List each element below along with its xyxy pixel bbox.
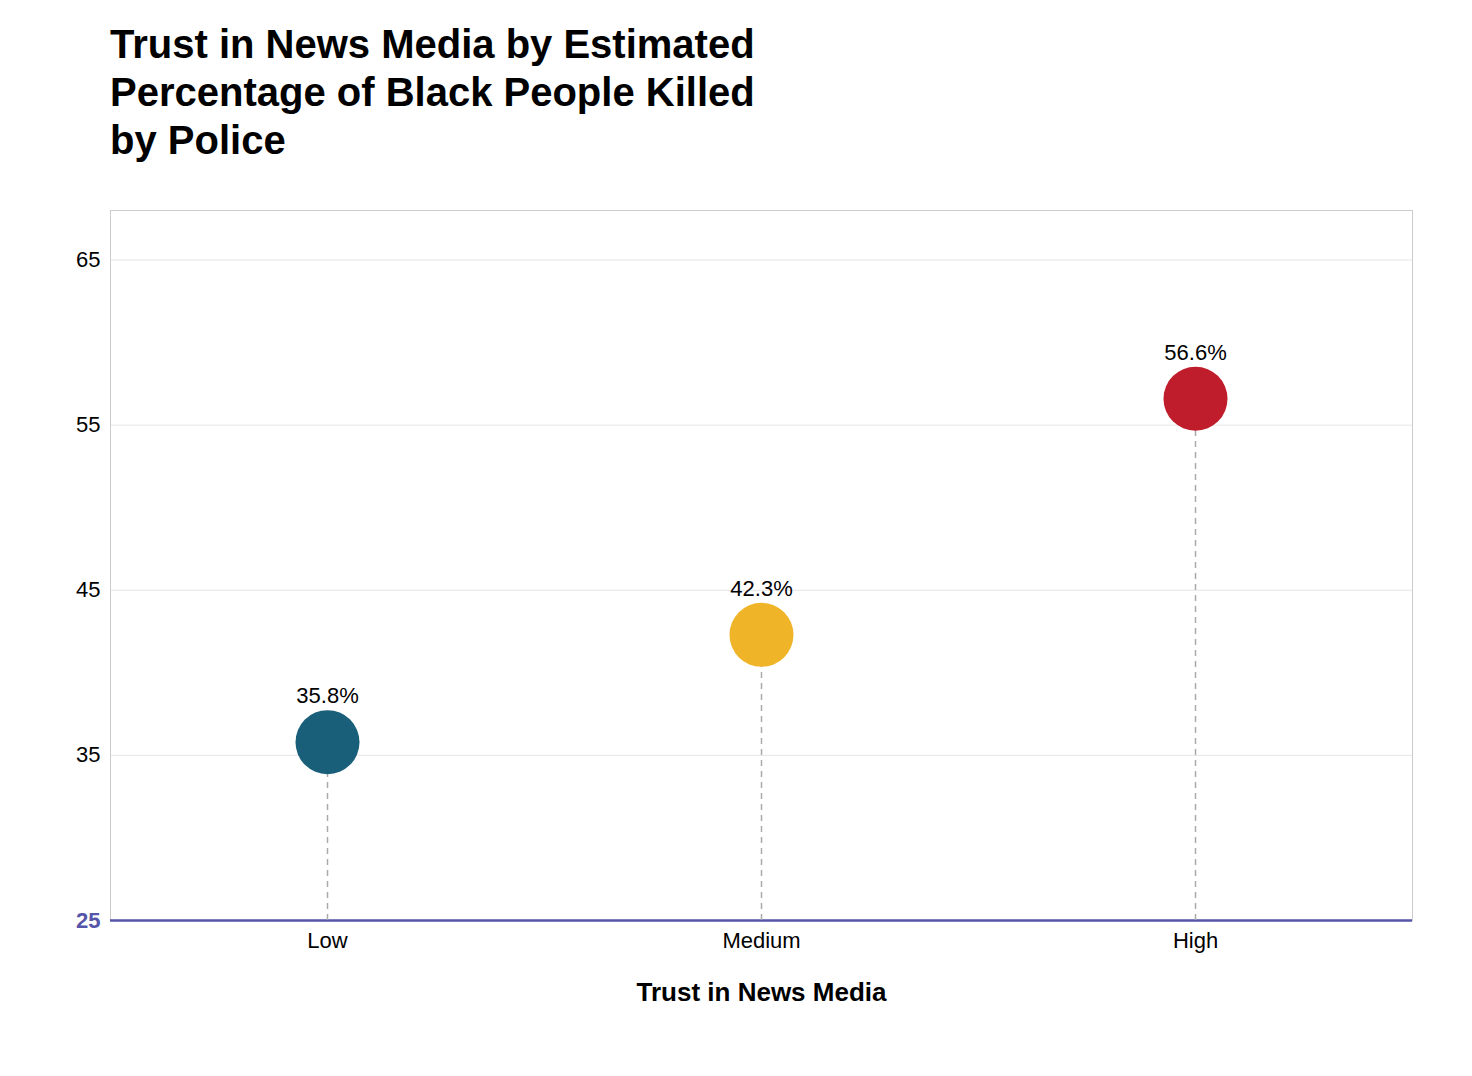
svg-text:Low: Low xyxy=(307,928,347,953)
svg-text:Trust in News Media: Trust in News Media xyxy=(637,977,887,1007)
svg-text:65: 65 xyxy=(76,247,100,272)
svg-text:Medium: Medium xyxy=(722,928,800,953)
svg-text:35: 35 xyxy=(76,742,100,767)
svg-text:High: High xyxy=(1173,928,1218,953)
html-text:by Police: by Police xyxy=(110,118,286,162)
svg-text:25: 25 xyxy=(76,908,100,933)
html-text:Percentage of Black People Kil: Percentage of Black People Killed xyxy=(110,70,755,114)
html-text:Trust in News Media by Estimat: Trust in News Media by Estimated xyxy=(110,22,755,66)
svg-text:35.8%: 35.8% xyxy=(296,683,358,708)
svg-text:55: 55 xyxy=(76,412,100,437)
svg-text:56.6%: 56.6% xyxy=(1164,340,1226,365)
svg-text:42.3%: 42.3% xyxy=(730,576,792,601)
svg-text:45: 45 xyxy=(76,577,100,602)
